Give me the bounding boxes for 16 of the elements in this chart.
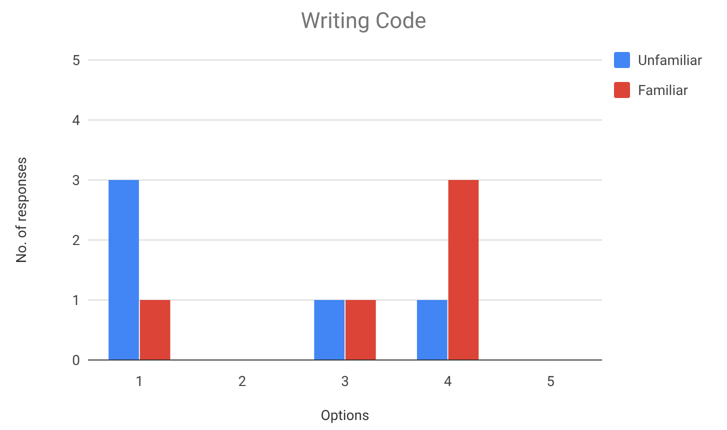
y-tick-label: 0 [72,352,80,369]
chart-title: Writing Code [300,9,426,34]
y-tick-label: 4 [72,112,80,129]
y-tick-label: 3 [72,172,80,189]
y-tick-label: 5 [72,52,80,69]
y-tick-label: 2 [72,232,80,249]
legend-label: Unfamiliar [638,52,702,69]
y-tick-label: 1 [72,292,80,309]
x-tick-label: 3 [341,374,349,390]
x-tick-label: 4 [444,374,452,390]
x-tick-label: 2 [238,374,246,390]
y-axis-title: No. of responses [14,156,30,264]
x-axis-title: Options [320,408,370,424]
x-tick-label: 1 [135,374,144,390]
x-tick-label: 5 [546,374,555,390]
legend-label: Familiar [638,82,688,99]
